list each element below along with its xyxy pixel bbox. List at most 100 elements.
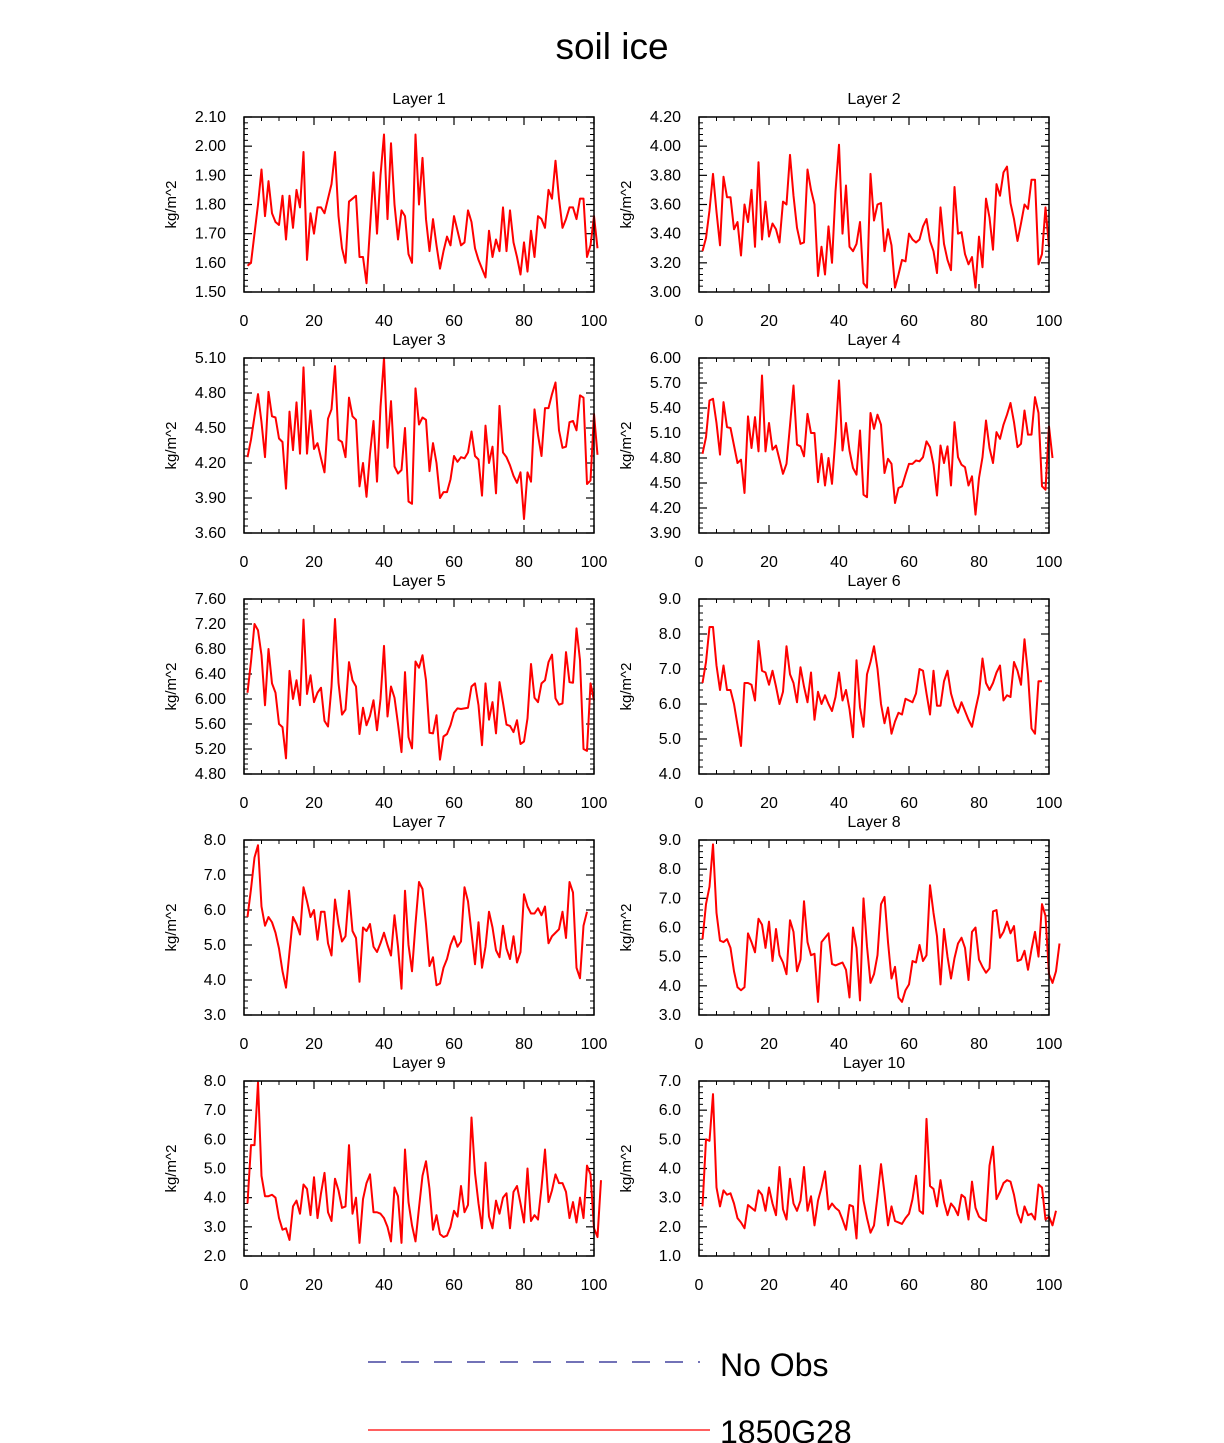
x-tick-label: 20 <box>305 313 323 330</box>
y-tick-label: 1.70 <box>195 226 226 243</box>
legend: No Obs 1850G28 <box>368 1347 852 1443</box>
plot-frame <box>698 598 1050 775</box>
panel-9: Layer 9 kg/m^2 0 20 40 60 80 100 2.0 3.0 4.0 5.0 6.0… <box>163 1055 607 1294</box>
y-tick-label: 5.0 <box>659 949 681 966</box>
series-line-1850G28 <box>701 1093 1057 1240</box>
figure-title: soil ice <box>555 26 668 67</box>
x-tick-label: 0 <box>240 1036 249 1053</box>
series-line-1850G28 <box>246 357 599 520</box>
y-tick-label: 5.0 <box>659 731 681 748</box>
panel-title: Layer 5 <box>392 573 445 590</box>
x-tick-label: 20 <box>760 1277 778 1294</box>
minor-ticks <box>244 1081 594 1256</box>
x-tick-label: 40 <box>375 1036 393 1053</box>
y-tick-label: 1.80 <box>195 197 226 214</box>
series-line-1850G28 <box>246 844 588 990</box>
x-tick-label: 40 <box>830 1036 848 1053</box>
x-tick-label: 0 <box>695 554 704 571</box>
x-tick-label: 40 <box>830 313 848 330</box>
y-tick-label: 3.20 <box>650 255 681 272</box>
y-tick-label: 3.90 <box>195 490 226 507</box>
y-tick-label: 5.40 <box>650 400 681 417</box>
panel-title: Layer 10 <box>843 1055 905 1072</box>
x-tick-label: 20 <box>760 795 778 812</box>
y-tick-label: 4.20 <box>195 455 226 472</box>
y-tick-label: 4.00 <box>650 138 681 155</box>
x-tick-label: 100 <box>1036 795 1063 812</box>
panels: Layer 1 kg/m^2 0 20 40 60 80 100 1.50 1.60 1.70 1.8… <box>163 91 1062 1294</box>
x-tick-label: 100 <box>581 1277 608 1294</box>
x-tick-label: 20 <box>760 1036 778 1053</box>
x-tick-label: 60 <box>900 795 918 812</box>
x-tick-label: 60 <box>900 313 918 330</box>
x-tick-label: 40 <box>830 1277 848 1294</box>
plot-frame <box>698 1080 1050 1257</box>
panel-title: Layer 6 <box>847 573 900 590</box>
y-tick-label: 6.00 <box>650 350 681 367</box>
y-tick-label: 8.0 <box>659 626 681 643</box>
x-tick-label: 20 <box>305 1036 323 1053</box>
x-tick-label: 0 <box>695 1036 704 1053</box>
x-tick-label: 40 <box>830 554 848 571</box>
y-tick-label: 4.0 <box>659 978 681 995</box>
panel-4: Layer 4 kg/m^2 0 20 40 60 80 100 3.90 4.20 4.50 4.8… <box>618 332 1062 571</box>
x-tick-label: 100 <box>581 795 608 812</box>
panel-10: Layer 10 kg/m^2 0 20 40 60 80 100 1.0 2.0 3.0 4.0 5.… <box>618 1055 1062 1294</box>
y-tick-label: 4.0 <box>204 1190 226 1207</box>
y-tick-label: 7.0 <box>204 1102 226 1119</box>
y-axis-label: kg/m^2 <box>163 422 180 470</box>
panel-title: Layer 2 <box>847 91 900 108</box>
series-line-1850G28 <box>701 143 1050 289</box>
y-tick-label: 6.40 <box>195 666 226 683</box>
y-tick-label: 3.0 <box>659 1007 681 1024</box>
legend-label-1850g28: 1850G28 <box>720 1414 852 1443</box>
y-tick-label: 2.00 <box>195 138 226 155</box>
x-tick-label: 0 <box>240 1277 249 1294</box>
x-tick-label: 80 <box>970 554 988 571</box>
y-tick-label: 6.0 <box>204 902 226 919</box>
y-tick-label: 2.10 <box>195 109 226 126</box>
y-tick-label: 6.0 <box>659 1102 681 1119</box>
y-tick-label: 3.00 <box>650 284 681 301</box>
plot-frame <box>698 839 1050 1016</box>
y-tick-label: 6.80 <box>195 641 226 658</box>
y-axis-label: kg/m^2 <box>618 1145 635 1193</box>
panel-3: Layer 3 kg/m^2 0 20 40 60 80 100 3.60 3.90 4.20 4.5… <box>163 332 607 571</box>
y-tick-label: 6.0 <box>659 920 681 937</box>
x-tick-label: 20 <box>305 1277 323 1294</box>
y-axis-label: kg/m^2 <box>618 904 635 952</box>
y-tick-label: 3.0 <box>204 1007 226 1024</box>
panel-title: Layer 4 <box>847 332 900 349</box>
y-axis-label: kg/m^2 <box>163 181 180 229</box>
panel-2: Layer 2 kg/m^2 0 20 40 60 80 100 3.00 3.20 3.40 3.6… <box>618 91 1062 330</box>
x-tick-label: 40 <box>375 313 393 330</box>
y-tick-label: 7.20 <box>195 616 226 633</box>
x-tick-label: 60 <box>900 554 918 571</box>
y-tick-label: 5.10 <box>195 350 226 367</box>
x-tick-label: 80 <box>970 313 988 330</box>
panel-title: Layer 9 <box>392 1055 445 1072</box>
y-tick-label: 5.0 <box>204 1161 226 1178</box>
x-tick-label: 80 <box>970 1277 988 1294</box>
x-tick-label: 20 <box>305 795 323 812</box>
y-tick-label: 8.0 <box>659 861 681 878</box>
x-tick-label: 100 <box>1036 313 1063 330</box>
y-tick-label: 5.70 <box>650 375 681 392</box>
panel-5: Layer 5 kg/m^2 0 20 40 60 80 100 4.80 5.20 5.60 6.0… <box>163 573 607 812</box>
y-tick-label: 3.60 <box>650 197 681 214</box>
panel-7: Layer 7 kg/m^2 0 20 40 60 80 100 3.0 4.0 5.0 6.0 7.0… <box>163 814 607 1053</box>
y-tick-label: 8.0 <box>204 832 226 849</box>
y-tick-label: 6.0 <box>204 1131 226 1148</box>
panel-title: Layer 8 <box>847 814 900 831</box>
x-tick-label: 100 <box>581 1036 608 1053</box>
y-tick-label: 4.80 <box>195 766 226 783</box>
y-tick-label: 4.50 <box>650 475 681 492</box>
y-tick-label: 5.60 <box>195 716 226 733</box>
y-tick-label: 6.00 <box>195 691 226 708</box>
x-tick-label: 60 <box>445 1036 463 1053</box>
x-tick-label: 80 <box>515 1277 533 1294</box>
x-tick-label: 100 <box>1036 554 1063 571</box>
x-tick-label: 100 <box>581 554 608 571</box>
y-tick-label: 5.20 <box>195 741 226 758</box>
